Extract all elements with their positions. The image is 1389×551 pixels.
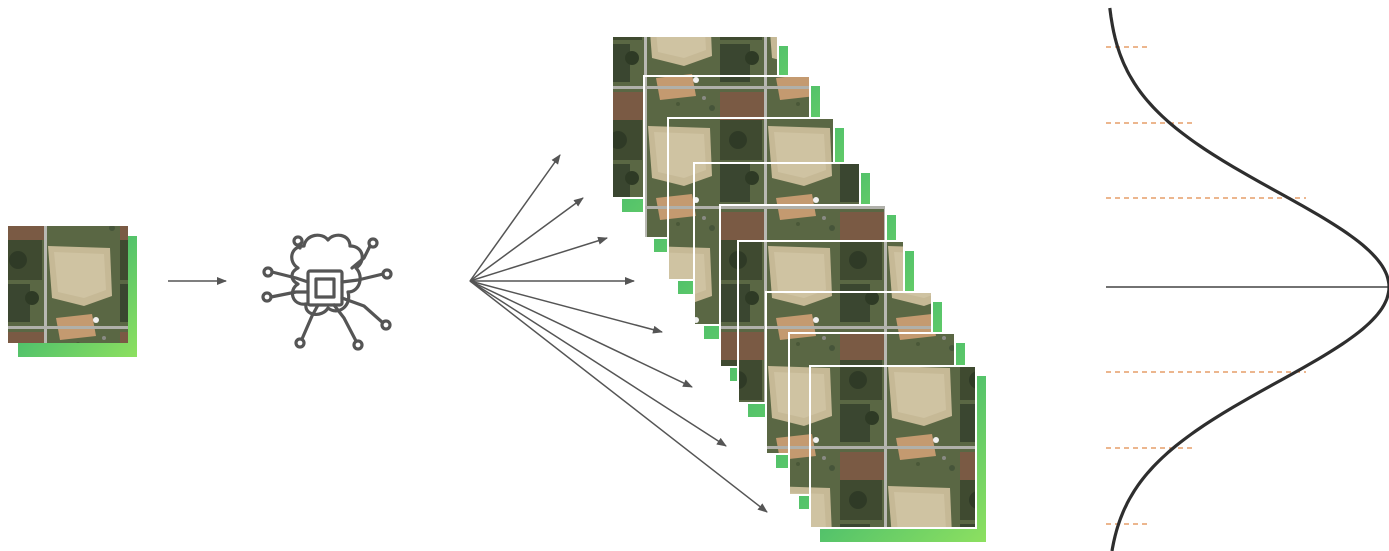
fan-out-arrows <box>469 154 768 513</box>
sample-quantile-lines <box>1106 46 1306 525</box>
fan-arrow <box>469 280 768 513</box>
ai-chip-brain-icon <box>261 233 393 351</box>
fan-arrow <box>469 236 608 282</box>
aerial-photo <box>8 226 128 343</box>
bell-curve <box>1108 7 1389 551</box>
gaussian-distribution <box>1106 7 1389 551</box>
input-image <box>8 226 137 357</box>
fan-arrow <box>469 197 584 282</box>
fan-arrow <box>469 280 693 388</box>
fan-arrow <box>469 154 561 282</box>
fan-arrow <box>469 280 663 334</box>
ensemble-member-image <box>809 365 986 542</box>
ensemble-stack <box>611 35 986 542</box>
fan-arrow <box>469 280 727 447</box>
aerial-photo <box>809 365 977 529</box>
